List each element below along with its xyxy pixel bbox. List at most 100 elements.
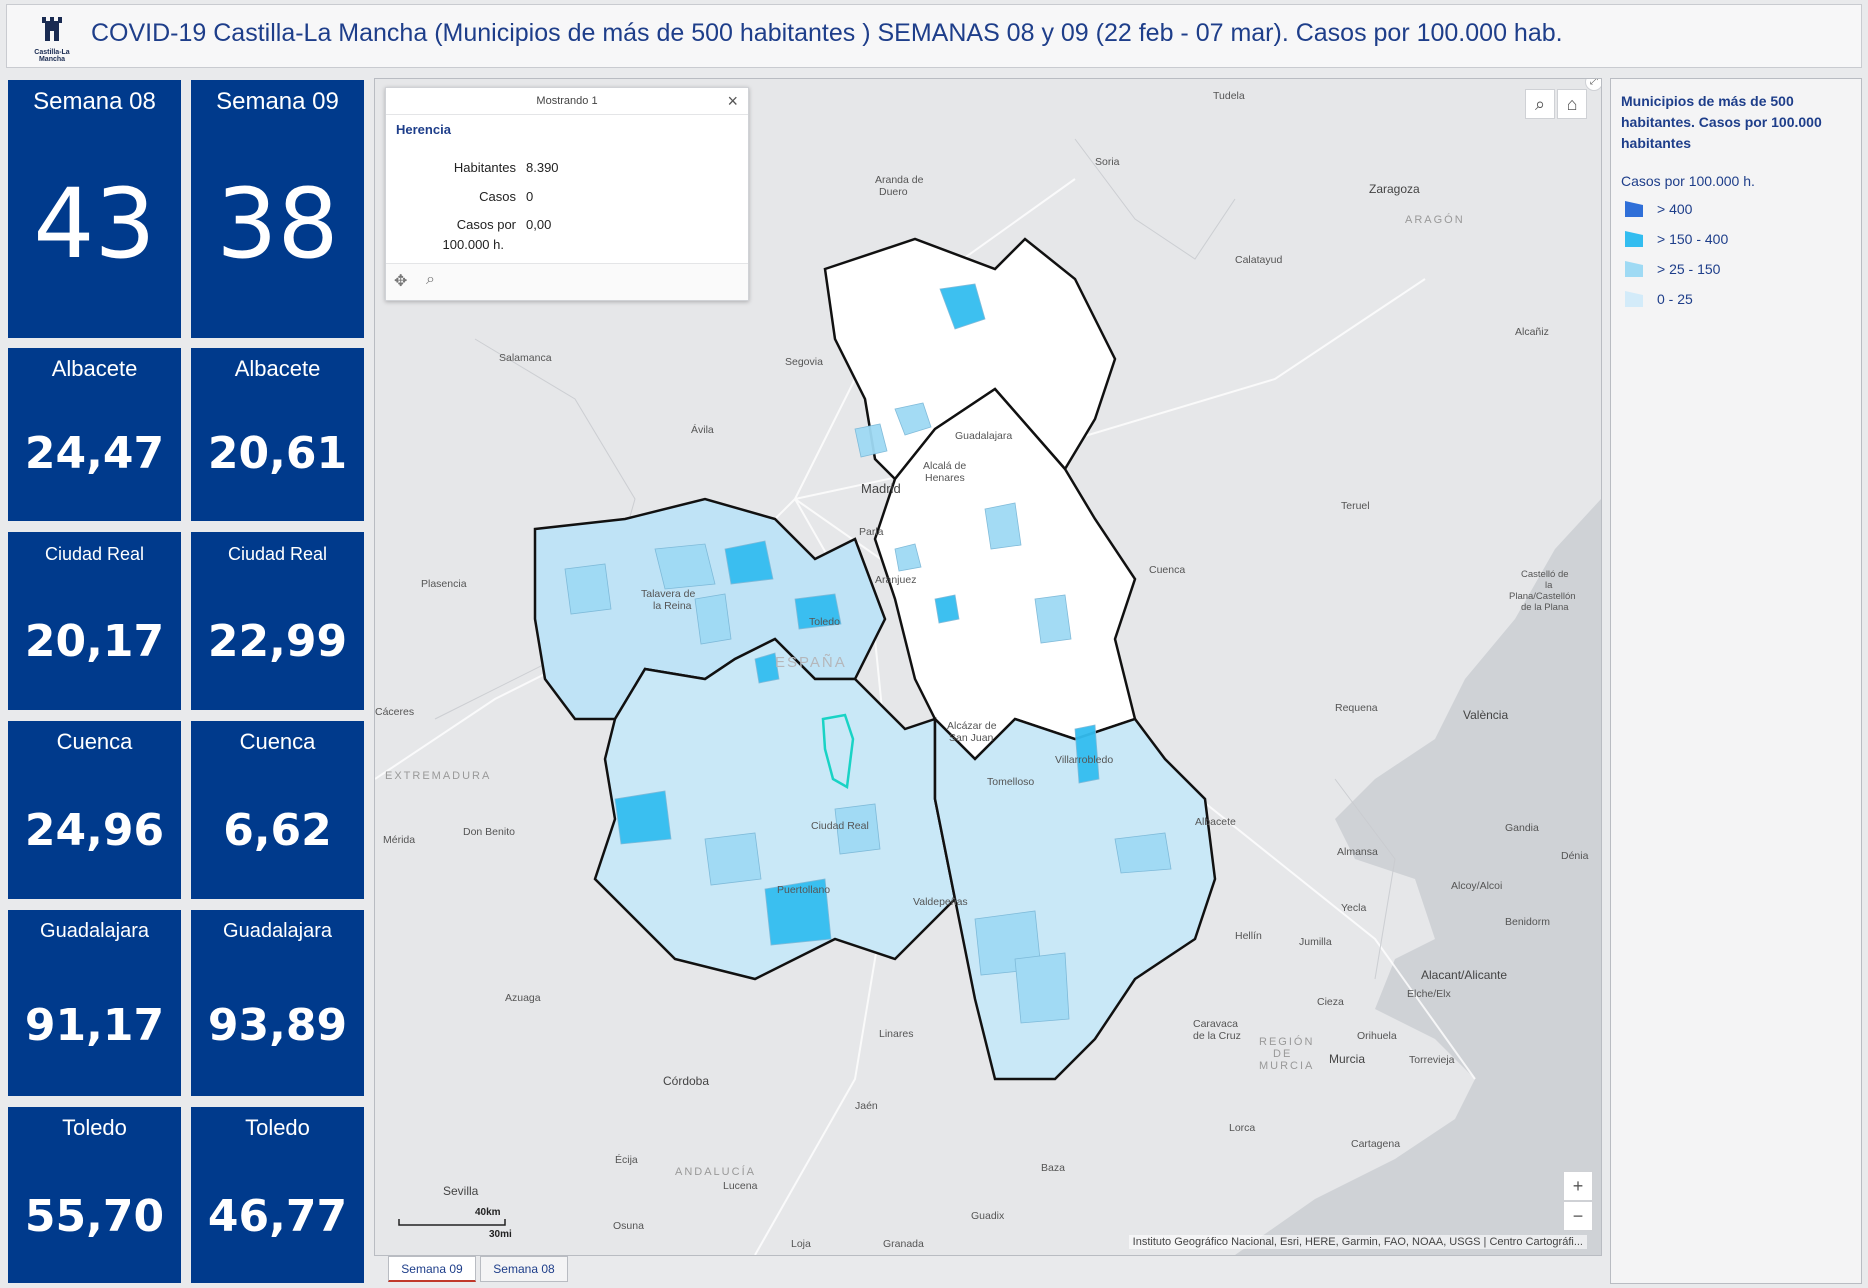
tile-value: 93,89 [207,1000,348,1051]
map-label: Alacant/Alicante [1421,968,1507,982]
zoom-in-button[interactable]: + [1563,1171,1593,1201]
search-icon[interactable]: ⌕ [1525,89,1555,119]
map-label: Plana/Castellón [1509,591,1576,602]
castilla-la-mancha-logo: Castilla-La Mancha [21,15,83,63]
tile-value: 22,99 [207,616,348,667]
tile-cuenca-w08: Cuenca 24,96 [8,721,181,899]
map-label: MURCIA [1259,1060,1314,1072]
map-view[interactable]: Tudela Soria Aranda de Duero Zaragoza AR… [374,78,1602,1256]
tile-label: Ciudad Real [227,544,328,564]
tab-semana-08[interactable]: Semana 08 [480,1256,568,1282]
map-label: Valdepeñas [913,896,968,908]
map-label: Cartagena [1351,1138,1400,1150]
tile-albacete-w09: Albacete 20,61 [191,348,364,521]
tile-value: 38 [216,168,339,280]
map-label: Loja [791,1238,811,1250]
map-label: Gandia [1505,822,1539,834]
popup-count: Mostrando 1 [536,95,598,107]
map-label: Teruel [1341,500,1370,512]
pan-icon[interactable]: ✥ [394,273,408,290]
map-label: Ciudad Real [811,820,869,832]
map-label: Benidorm [1505,916,1550,928]
map-label: Yecla [1341,902,1366,914]
tile-label: Semana 08 [33,88,156,115]
legend-swatch [1625,291,1643,307]
map-label: Elche/Elx [1407,988,1452,1000]
home-icon[interactable]: ⌂ [1557,89,1587,119]
tile-label: Toledo [245,1115,310,1140]
map-label: Alcázar de [947,720,997,732]
tile-albacete-w08: Albacete 24,47 [8,348,181,521]
map-label: Don Benito [463,826,515,838]
tile-week08-total: Semana 08 43 [8,80,181,338]
map-label: ANDALUCÍA [675,1165,756,1178]
map-label: Calatayud [1235,254,1282,266]
map-label: EXTREMADURA [385,770,491,782]
legend-label: > 25 - 150 [1657,261,1721,277]
map-label: Madrid [861,481,901,496]
map-attribution: Instituto Geográfico Nacional, Esri, HER… [1128,1235,1587,1249]
map-label: Salamanca [499,352,552,364]
tile-toledo-w09: Toledo 46,77 [191,1107,364,1283]
popup-field-row: Casos 0 [386,189,748,207]
mediterranean-sea [1235,499,1601,1255]
map-label: Plasencia [421,578,467,590]
tile-label: Cuenca [239,729,316,754]
tile-label: Albacete [51,356,138,381]
zoom-out-button[interactable]: − [1563,1201,1593,1231]
map-label: Tudela [1213,90,1245,102]
legend-label: 0 - 25 [1657,291,1693,307]
map-label: Murcia [1329,1052,1365,1066]
popup-footer: ✥ ⌕ [386,263,748,300]
map-label: Caravaca [1193,1018,1238,1030]
header-bar: Castilla-La Mancha COVID-19 Castilla-La … [6,4,1862,68]
tile-ciudad-real-w09: Ciudad Real 22,99 [191,532,364,710]
legend-swatch-shape [1625,291,1643,307]
legend-panel: Municipios de más de 500 habitantes. Cas… [1610,78,1862,1284]
popup-field-key: Casos [479,189,516,204]
map-label: Linares [879,1028,913,1040]
feature-popup[interactable]: Mostrando 1 × Herencia Habitantes 8.390 … [385,87,749,301]
tile-label: Toledo [62,1115,127,1140]
popup-header: Mostrando 1 × [386,88,748,115]
map-label: Alcañiz [1515,326,1549,338]
map-label: Alcoy/Alcoi [1451,880,1502,892]
close-icon[interactable]: × [727,91,738,111]
tab-semana-09[interactable]: Semana 09 [388,1256,476,1282]
map-label: Baza [1041,1162,1065,1174]
map-label: Orihuela [1357,1030,1397,1042]
map-label: Duero [879,186,908,198]
map-label: Requena [1335,702,1378,714]
map-label: Tomelloso [987,776,1034,788]
tile-ciudad-real-w08: Ciudad Real 20,17 [8,532,181,710]
map-label: Ávila [691,423,714,436]
map-label: Jaén [855,1100,878,1112]
map-label: Torrevieja [1409,1054,1455,1066]
zoom-to-icon[interactable]: ⌕ [426,271,435,288]
legend-subtitle: Casos por 100.000 h. [1621,173,1755,189]
map-label: Villarrobledo [1055,754,1113,766]
popup-field-row: Habitantes 8.390 [386,160,748,178]
expand-icon[interactable]: ⤢ [1585,79,1601,91]
map-label: Parla [859,526,884,538]
tile-value: 24,47 [24,428,165,479]
map-label: Lucena [723,1180,758,1192]
map-label: DE [1273,1048,1292,1060]
scale-bar: 40km 30mi [398,1207,512,1240]
map-label: Cuenca [1149,564,1185,576]
map-label: Cieza [1317,996,1344,1008]
legend-swatch [1625,201,1643,217]
map-label: Henares [925,472,965,484]
popup-field-key: Casos por [456,217,516,232]
castilla-la-mancha-region[interactable] [533,237,1217,1081]
popup-field-key-cont: 100.000 h. [442,237,504,252]
map-label: Toledo [809,616,840,628]
map-label: Sevilla [443,1184,479,1198]
tile-guadalajara-w09: Guadalajara 93,89 [191,910,364,1096]
map-label: Soria [1095,156,1120,168]
tile-value: 24,96 [24,805,165,856]
map-label: Córdoba [663,1074,709,1088]
tile-value: 55,70 [24,1191,165,1242]
map-canvas[interactable]: Tudela Soria Aranda de Duero Zaragoza AR… [375,79,1601,1255]
tile-label: Semana 09 [216,88,339,115]
